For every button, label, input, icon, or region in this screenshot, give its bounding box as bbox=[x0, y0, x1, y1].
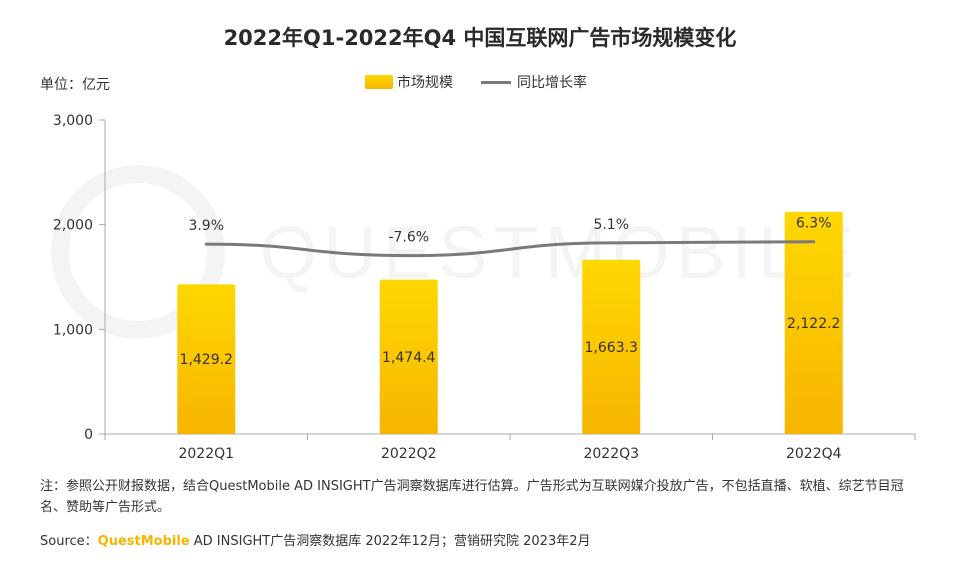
y-tick-label: 0 bbox=[84, 427, 93, 443]
chart-title: 2022年Q1-2022年Q4 中国互联网广告市场规模变化 bbox=[223, 26, 737, 50]
x-tick-label: 2022Q1 bbox=[178, 446, 234, 462]
y-tick-label: 3,000 bbox=[53, 113, 93, 129]
source-brand: QuestMobile bbox=[97, 534, 190, 549]
bar bbox=[582, 259, 641, 434]
legend-line-label: 同比增长率 bbox=[517, 75, 587, 91]
bar bbox=[784, 211, 843, 434]
y-tick-label: 1,000 bbox=[53, 322, 93, 338]
legend-bar-swatch bbox=[365, 75, 393, 89]
growth-value-label: 6.3% bbox=[796, 216, 832, 232]
y-tick-label: 2,000 bbox=[53, 218, 93, 234]
growth-value-label: 3.9% bbox=[188, 218, 224, 234]
legend-bar-label: 市场规模 bbox=[397, 75, 453, 91]
watermark-ring bbox=[51, 165, 225, 339]
bar bbox=[379, 279, 438, 434]
bar-value-label: 1,474.4 bbox=[382, 350, 436, 366]
x-tick-label: 2022Q3 bbox=[583, 446, 639, 462]
footnote: 注：参照公开财报数据，结合QuestMobile AD INSIGHT广告洞察数… bbox=[40, 479, 904, 515]
chart-plot: QUESTMOBILE 0 1,000 2,000 3,000 1,429.2 1,474… bbox=[51, 113, 916, 462]
bar-value-label: 1,663.3 bbox=[585, 340, 638, 356]
bar-value-label: 2,122.2 bbox=[787, 316, 840, 332]
x-tick-label: 2022Q4 bbox=[786, 446, 842, 462]
legend-line-swatch bbox=[481, 80, 511, 84]
growth-value-label: 5.1% bbox=[593, 217, 629, 233]
unit-label: 单位：亿元 bbox=[40, 77, 110, 93]
bar bbox=[177, 284, 236, 434]
source-prefix: Source： bbox=[40, 534, 98, 549]
growth-line bbox=[206, 240, 814, 258]
growth-point bbox=[204, 242, 208, 246]
source-line: Source：QuestMobile AD INSIGHT广告洞察数据库 202… bbox=[40, 530, 591, 549]
legend: 市场规模 同比增长率 bbox=[365, 72, 587, 92]
growth-point bbox=[407, 254, 411, 258]
growth-point bbox=[609, 241, 613, 245]
bar-value-label: 1,429.2 bbox=[180, 352, 233, 368]
growth-point bbox=[812, 240, 816, 244]
x-tick-label: 2022Q2 bbox=[381, 446, 437, 462]
watermark: QUESTMOBILE bbox=[260, 211, 861, 294]
source-rest: AD INSIGHT广告洞察数据库 2022年12月；营销研究院 2023年2月 bbox=[189, 534, 591, 549]
growth-value-label: -7.6% bbox=[388, 230, 429, 246]
